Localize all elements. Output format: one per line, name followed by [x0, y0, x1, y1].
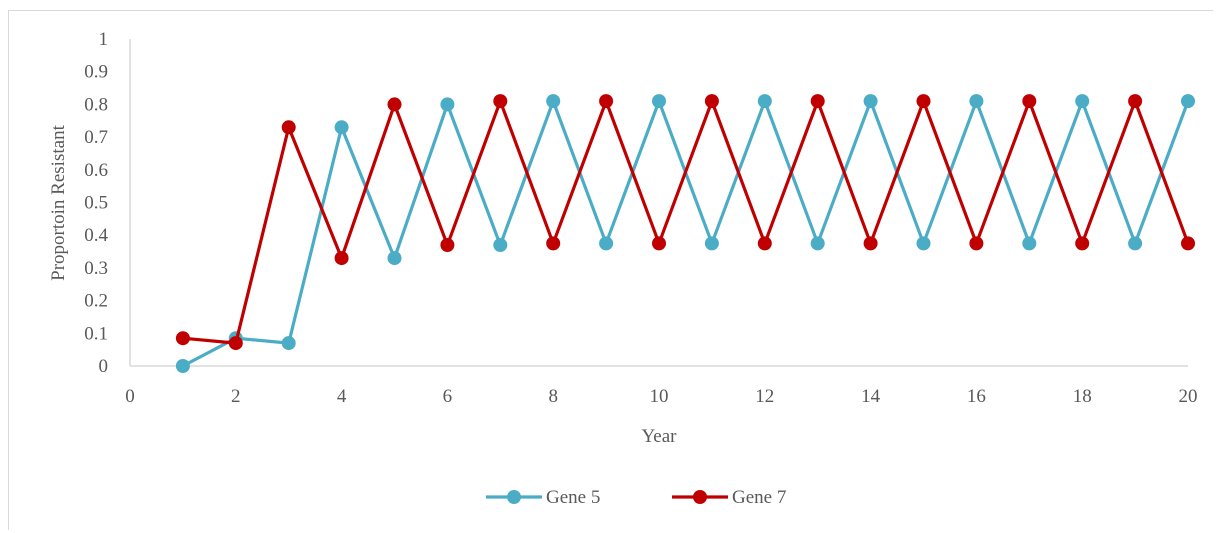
data-point [810, 94, 825, 109]
legend-item: Gene 5 [486, 487, 600, 508]
data-point [969, 94, 984, 109]
data-point [440, 238, 455, 253]
y-tick-label: 0.7 [84, 127, 108, 148]
x-tick-label: 14 [861, 386, 881, 407]
y-tick-label: 1 [99, 29, 109, 50]
x-tick-label: 10 [650, 386, 669, 407]
data-point [281, 120, 296, 135]
x-tick-label: 12 [755, 386, 774, 407]
series-line [182, 99, 1190, 345]
series-layer [175, 94, 1195, 373]
x-axis-title: Year [641, 426, 677, 447]
y-tick-label: 0.8 [84, 94, 108, 115]
data-point [1022, 236, 1037, 251]
data-point [387, 97, 402, 112]
x-tick-label: 8 [548, 386, 558, 407]
data-point [757, 236, 772, 251]
y-axis-ticks: 0 0.1 0.2 0.3 0.4 0.5 0.6 0.7 0.8 0.9 1 [84, 29, 108, 377]
legend: Gene 5 Gene 7 [486, 487, 786, 508]
x-tick-label: 0 [125, 386, 135, 407]
data-point [493, 238, 508, 253]
data-point [1022, 94, 1037, 109]
series-line [182, 99, 1190, 368]
data-point [1075, 236, 1090, 251]
x-tick-label: 2 [231, 386, 241, 407]
y-tick-label: 0.2 [84, 291, 108, 312]
data-point [1075, 94, 1090, 109]
axes [129, 39, 1188, 367]
legend-label: Gene 5 [546, 487, 600, 508]
data-point [228, 336, 243, 351]
data-point [1181, 236, 1195, 251]
data-point [863, 94, 878, 109]
data-point [652, 94, 666, 109]
y-axis-title: Proportoin Resistant [48, 124, 69, 280]
x-tick-label: 18 [1073, 386, 1092, 407]
data-point [1181, 94, 1195, 109]
data-point [1128, 94, 1143, 109]
chart-frame [8, 10, 1213, 530]
y-tick-label: 0.3 [84, 258, 108, 279]
data-point [704, 94, 719, 109]
y-tick-label: 0.5 [84, 193, 108, 214]
x-tick-label: 4 [337, 386, 347, 407]
data-point [1128, 236, 1143, 251]
legend-item: Gene 7 [672, 487, 786, 508]
data-point [546, 94, 561, 109]
data-point [175, 359, 190, 373]
data-point [916, 94, 931, 109]
data-point [493, 94, 508, 109]
x-axis-ticks: 0 2 4 6 8 10 12 14 16 18 20 [125, 386, 1197, 407]
y-tick-label: 0.9 [84, 62, 108, 83]
data-point [704, 236, 719, 251]
data-point [916, 236, 931, 251]
data-point [387, 251, 402, 266]
series-gene-7 [175, 94, 1195, 351]
data-point [334, 120, 349, 135]
data-point [281, 336, 296, 351]
data-point [863, 236, 878, 251]
data-point [334, 251, 349, 266]
y-tick-label: 0.4 [84, 225, 108, 246]
data-point [652, 236, 666, 251]
x-tick-label: 16 [967, 386, 986, 407]
legend-marker [693, 490, 707, 504]
legend-label: Gene 7 [732, 487, 786, 508]
data-point [546, 236, 561, 251]
y-tick-label: 0.1 [84, 323, 108, 344]
data-point [599, 94, 614, 109]
data-point [175, 331, 190, 346]
data-point [757, 94, 772, 109]
y-tick-label: 0.6 [84, 160, 108, 181]
data-point [440, 97, 455, 112]
x-tick-label: 6 [443, 386, 453, 407]
data-point [810, 236, 825, 251]
data-point [969, 236, 984, 251]
y-tick-label: 0 [99, 356, 109, 377]
data-point [599, 236, 614, 251]
x-tick-label: 20 [1179, 386, 1198, 407]
legend-marker [507, 490, 521, 504]
